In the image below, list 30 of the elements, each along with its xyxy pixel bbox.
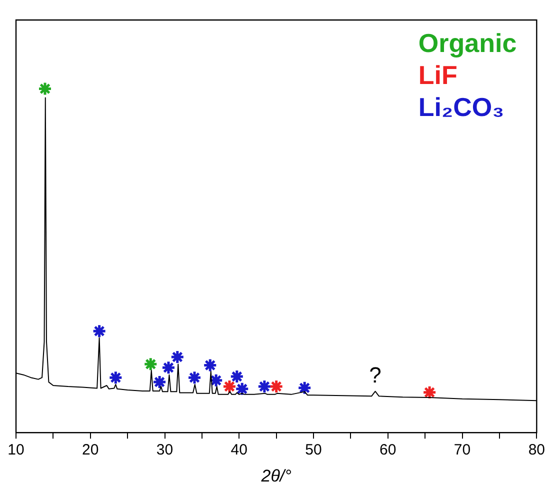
point [108, 370, 123, 385]
point [230, 369, 244, 384]
x-tick-label: 60 [380, 442, 396, 459]
point [170, 350, 185, 364]
point [187, 370, 202, 385]
annotation: ? [369, 362, 382, 388]
x-tick-label: 80 [528, 442, 545, 459]
x-tick-label: 40 [230, 442, 248, 459]
point [222, 379, 237, 394]
point [92, 324, 107, 338]
text: Organic [418, 28, 517, 58]
point [297, 380, 312, 396]
x-tick-label: 20 [82, 442, 99, 459]
text: LiF [418, 60, 458, 90]
point [208, 373, 224, 388]
point [143, 356, 158, 372]
point [38, 82, 52, 96]
point [422, 385, 437, 400]
point [234, 382, 250, 396]
point [257, 379, 272, 394]
point [269, 379, 284, 394]
x-tick-label: 50 [305, 442, 322, 459]
x-tick-label: 10 [8, 442, 24, 459]
x-tick-label: 30 [156, 442, 174, 459]
text: Li₂CO₃ [418, 92, 504, 122]
x-tick-label: 70 [454, 442, 471, 459]
point [202, 358, 218, 372]
point [152, 374, 167, 390]
x-axis-title: 2θ/° [260, 466, 292, 486]
point [161, 360, 176, 375]
